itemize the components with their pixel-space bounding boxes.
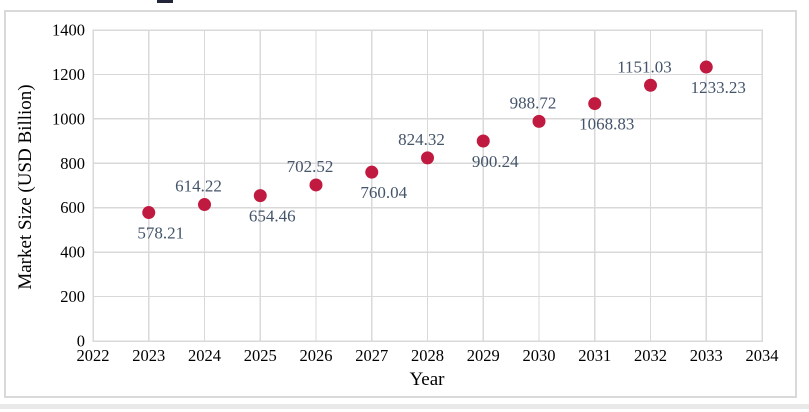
x-tick-label: 2031 bbox=[578, 346, 611, 365]
data-point bbox=[644, 78, 657, 92]
x-axis-title: Year bbox=[409, 369, 445, 390]
data-point bbox=[309, 178, 323, 192]
plot-border bbox=[92, 29, 763, 342]
x-tick-label: 2026 bbox=[300, 346, 333, 365]
data-point-label: 654.46 bbox=[249, 207, 296, 226]
x-tick-label: 2022 bbox=[77, 346, 110, 365]
data-point-label: 1233.23 bbox=[691, 78, 746, 97]
y-tick-label: 1200 bbox=[52, 65, 85, 84]
data-point bbox=[198, 198, 211, 212]
y-tick-label: 1000 bbox=[52, 109, 85, 128]
data-point bbox=[699, 60, 713, 74]
data-point-label: 578.21 bbox=[137, 224, 184, 243]
y-tick-label: 0 bbox=[77, 332, 85, 351]
data-point bbox=[588, 97, 602, 111]
data-point-label: 824.32 bbox=[398, 130, 445, 149]
y-tick-label: 800 bbox=[60, 154, 85, 173]
data-point-label: 1151.03 bbox=[617, 57, 672, 76]
data-point-label: 614.22 bbox=[175, 177, 222, 196]
data-point-label: 988.72 bbox=[510, 93, 557, 112]
data-point-label: 1068.83 bbox=[579, 115, 634, 134]
data-point bbox=[476, 134, 490, 148]
data-point bbox=[142, 206, 156, 220]
y-tick-label: 600 bbox=[60, 198, 85, 217]
x-tick-label: 2034 bbox=[746, 346, 779, 365]
data-point-label: 900.24 bbox=[472, 152, 519, 171]
y-tick-label: 1400 bbox=[52, 21, 85, 40]
x-tick-label: 2024 bbox=[188, 346, 221, 365]
x-tick-label: 2033 bbox=[690, 346, 723, 365]
bottom-strip bbox=[0, 404, 809, 409]
data-point bbox=[421, 151, 434, 165]
y-tick-label: 400 bbox=[60, 243, 85, 262]
x-tick-label: 2029 bbox=[467, 346, 500, 365]
x-tick-label: 2023 bbox=[132, 346, 165, 365]
data-point-label: 702.52 bbox=[287, 157, 334, 176]
data-point bbox=[532, 114, 546, 128]
data-point-label: 760.04 bbox=[360, 183, 407, 202]
y-axis-title: Market Size (USD Billion) bbox=[15, 84, 36, 290]
data-point bbox=[365, 165, 379, 179]
x-tick-label: 2028 bbox=[411, 346, 444, 365]
x-tick-label: 2032 bbox=[634, 346, 667, 365]
x-tick-label: 2025 bbox=[244, 346, 277, 365]
y-tick-label: 200 bbox=[60, 287, 85, 306]
data-point bbox=[253, 189, 267, 203]
clipped-title-fragment bbox=[157, 0, 173, 3]
x-tick-label: 2030 bbox=[523, 346, 556, 365]
x-tick-label: 2027 bbox=[355, 346, 388, 365]
